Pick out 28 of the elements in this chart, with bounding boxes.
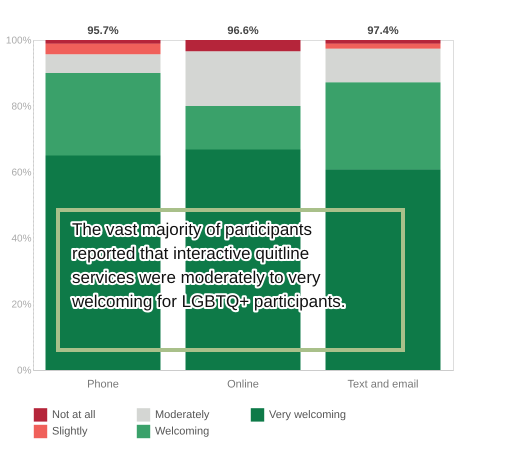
bar [326, 44, 440, 49]
bar [186, 51, 300, 106]
bar [186, 40, 300, 52]
y-tick-label: 0% [17, 366, 32, 376]
bar [326, 82, 440, 170]
bar [46, 44, 160, 54]
x-tick-label: Text and email [348, 378, 418, 390]
legend-label: Very welcoming [269, 408, 346, 421]
legend-label: Slightly [52, 426, 88, 438]
x-tick-label: Online [227, 378, 259, 390]
annotation: 95.7% [87, 25, 119, 37]
legend-label: Welcoming [155, 426, 210, 438]
y-tick-label: 100% [6, 36, 32, 46]
legend-label: Moderately [155, 408, 210, 421]
bar [326, 40, 440, 44]
bar [46, 54, 160, 73]
y-tick-label: 20% [11, 300, 32, 310]
y-tick-label: 40% [11, 234, 32, 244]
x-tick-label: Phone [87, 378, 119, 390]
bar [186, 106, 300, 150]
bar [46, 40, 160, 44]
y-tick-label: 60% [11, 168, 32, 178]
bar [326, 48, 440, 82]
annotation: 97.4% [367, 25, 399, 37]
legend-label: Not at all [52, 408, 96, 421]
y-tick-label: 80% [11, 102, 32, 112]
annotation: 96.6% [227, 25, 259, 37]
bar [46, 73, 160, 156]
